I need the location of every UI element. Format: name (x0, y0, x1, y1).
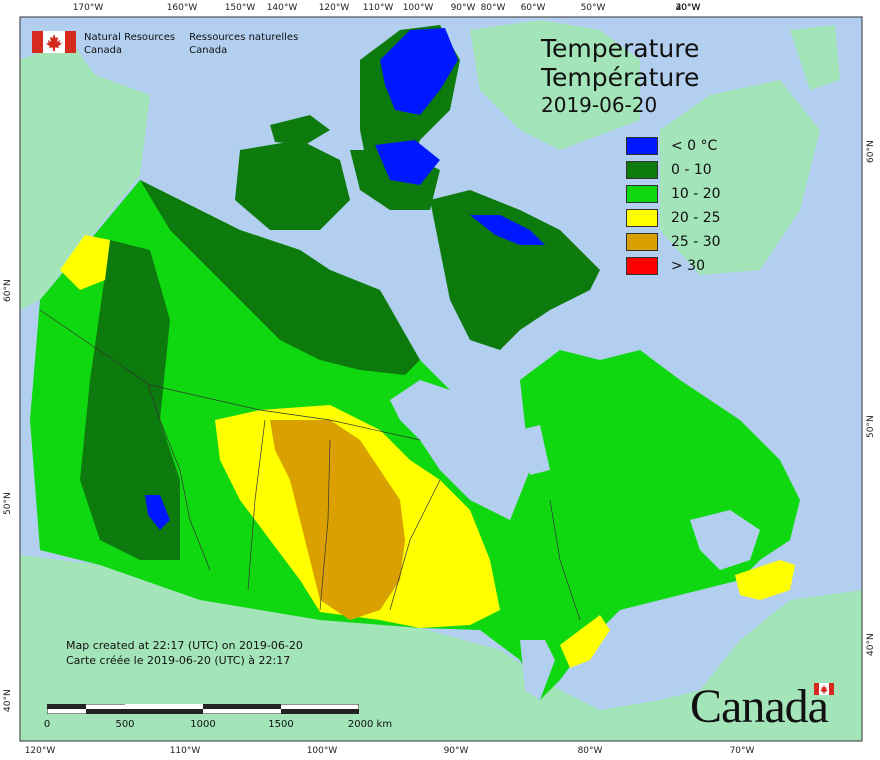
maritime-warm (735, 560, 795, 600)
yukon-warm-patch (60, 235, 110, 290)
graticule-label: 160°W (166, 3, 198, 13)
canada-wordmark: Canada (690, 683, 834, 731)
graticule-label: 60°W (520, 3, 546, 13)
graticule-label: 50°W (580, 3, 606, 13)
legend: < 0 °C 0 - 10 10 - 20 20 - 25 25 - 30 > 30 (626, 134, 721, 278)
legend-item: > 30 (626, 254, 721, 278)
graticule-label: 100°W (402, 3, 434, 13)
great-lakes (520, 640, 555, 700)
legend-item: 0 - 10 (626, 158, 721, 182)
graticule-label: 40°W (675, 3, 701, 13)
border-mb-on (389, 479, 441, 611)
usa-land (20, 555, 862, 741)
scale-bar (47, 704, 359, 714)
graticule-label: 30°W (675, 3, 701, 13)
note-english: Map created at 22:17 (UTC) on 2019-06-20 (66, 639, 303, 652)
north-cool-zone (140, 180, 420, 375)
map-creation-note: Map created at 22:17 (UTC) on 2019-06-20… (66, 638, 303, 668)
legend-item: < 0 °C (626, 134, 721, 158)
legend-label: 0 - 10 (671, 162, 712, 178)
border-ab-sk (247, 419, 266, 591)
rockies-cold (145, 495, 170, 530)
graticule-label: 120°W (24, 746, 56, 756)
graticule-label: 170°W (72, 3, 104, 13)
hudson-bay (390, 380, 530, 505)
legend-item: 20 - 25 (626, 206, 721, 230)
graticule-label: 140°W (266, 3, 298, 13)
legend-label: 25 - 30 (671, 234, 721, 250)
scale-label: 1000 (190, 719, 216, 730)
ellesmere-cold (380, 28, 458, 115)
graticule-label: 150°W (224, 3, 256, 13)
note-french: Carte créée le 2019-06-20 (UTC) à 22:17 (66, 654, 291, 667)
nrcan-english: Natural Resources Canada (84, 32, 176, 56)
graticule-label: 100°W (306, 746, 338, 756)
title-date: 2019-06-20 (541, 93, 658, 117)
border-sk-mb (319, 439, 331, 611)
greenland-east (660, 80, 820, 275)
devon-cold (375, 140, 440, 185)
title-english: Temperature (541, 34, 700, 63)
graticule-label: 120°W (318, 3, 350, 13)
legend-item: 10 - 20 (626, 182, 721, 206)
graticule-label: 80°W (480, 3, 506, 13)
gulf-of-st-lawrence (690, 510, 760, 570)
graticule-label: 110°W (362, 3, 394, 13)
scale-label: 1500 (268, 719, 294, 730)
wordmark-flag-icon (813, 683, 834, 695)
baffin-cold (470, 215, 545, 245)
prairie-hot-zone (270, 420, 405, 620)
graticule-label: 70°W (729, 746, 755, 756)
graticule-label: 110°W (169, 746, 201, 756)
greenland-far (790, 25, 840, 90)
arctic-island-victoria (235, 140, 350, 230)
graticule-label: 90°W (450, 3, 476, 13)
western-mountain-zone (80, 240, 180, 560)
legend-swatch (626, 257, 658, 275)
map-neatline (19, 16, 863, 742)
graticule-label: 40°N (3, 689, 13, 712)
legend-swatch (626, 185, 658, 203)
canada-mainland (30, 180, 800, 700)
graticule-label: 40°N (866, 633, 876, 656)
canada-flag-icon (32, 31, 76, 53)
scale-label: 500 (115, 719, 135, 730)
arctic-island-small (270, 115, 330, 145)
alaska-land (20, 40, 150, 310)
graticule-label: 60°N (3, 279, 13, 302)
nrcan-french: Ressources naturelles Canada (189, 32, 299, 56)
legend-swatch (626, 161, 658, 179)
scale-label: 0 (43, 719, 51, 730)
legend-label: < 0 °C (671, 138, 718, 154)
arctic-island-baffin (430, 190, 600, 350)
legend-swatch (626, 137, 658, 155)
james-bay (520, 425, 550, 475)
wordmark-text: Canada (690, 680, 829, 733)
graticule-label: 60°N (866, 140, 876, 163)
legend-swatch (626, 233, 658, 251)
graticule-label: 90°W (443, 746, 469, 756)
graticule-label: 20°W (675, 3, 701, 13)
nrcan-signature: Natural Resources Canada Ressources natu… (32, 31, 298, 57)
map-title: Temperature Température 2019-06-20 (541, 34, 699, 118)
graticule-label: 50°N (866, 415, 876, 438)
graticule-label: 80°W (577, 746, 603, 756)
legend-label: > 30 (671, 258, 705, 274)
scale-label: 2000 km (347, 719, 393, 730)
graticule-label: 50°N (3, 492, 13, 515)
greenland-land (470, 20, 640, 150)
south-ontario-warm (560, 615, 610, 668)
title-french: Température (541, 63, 700, 92)
border-on-qc (549, 499, 581, 621)
legend-swatch (626, 209, 658, 227)
legend-item: 25 - 30 (626, 230, 721, 254)
legend-label: 10 - 20 (671, 186, 721, 202)
legend-label: 20 - 25 (671, 210, 721, 226)
border-northern (39, 309, 421, 441)
border-bc-ab (147, 384, 211, 571)
